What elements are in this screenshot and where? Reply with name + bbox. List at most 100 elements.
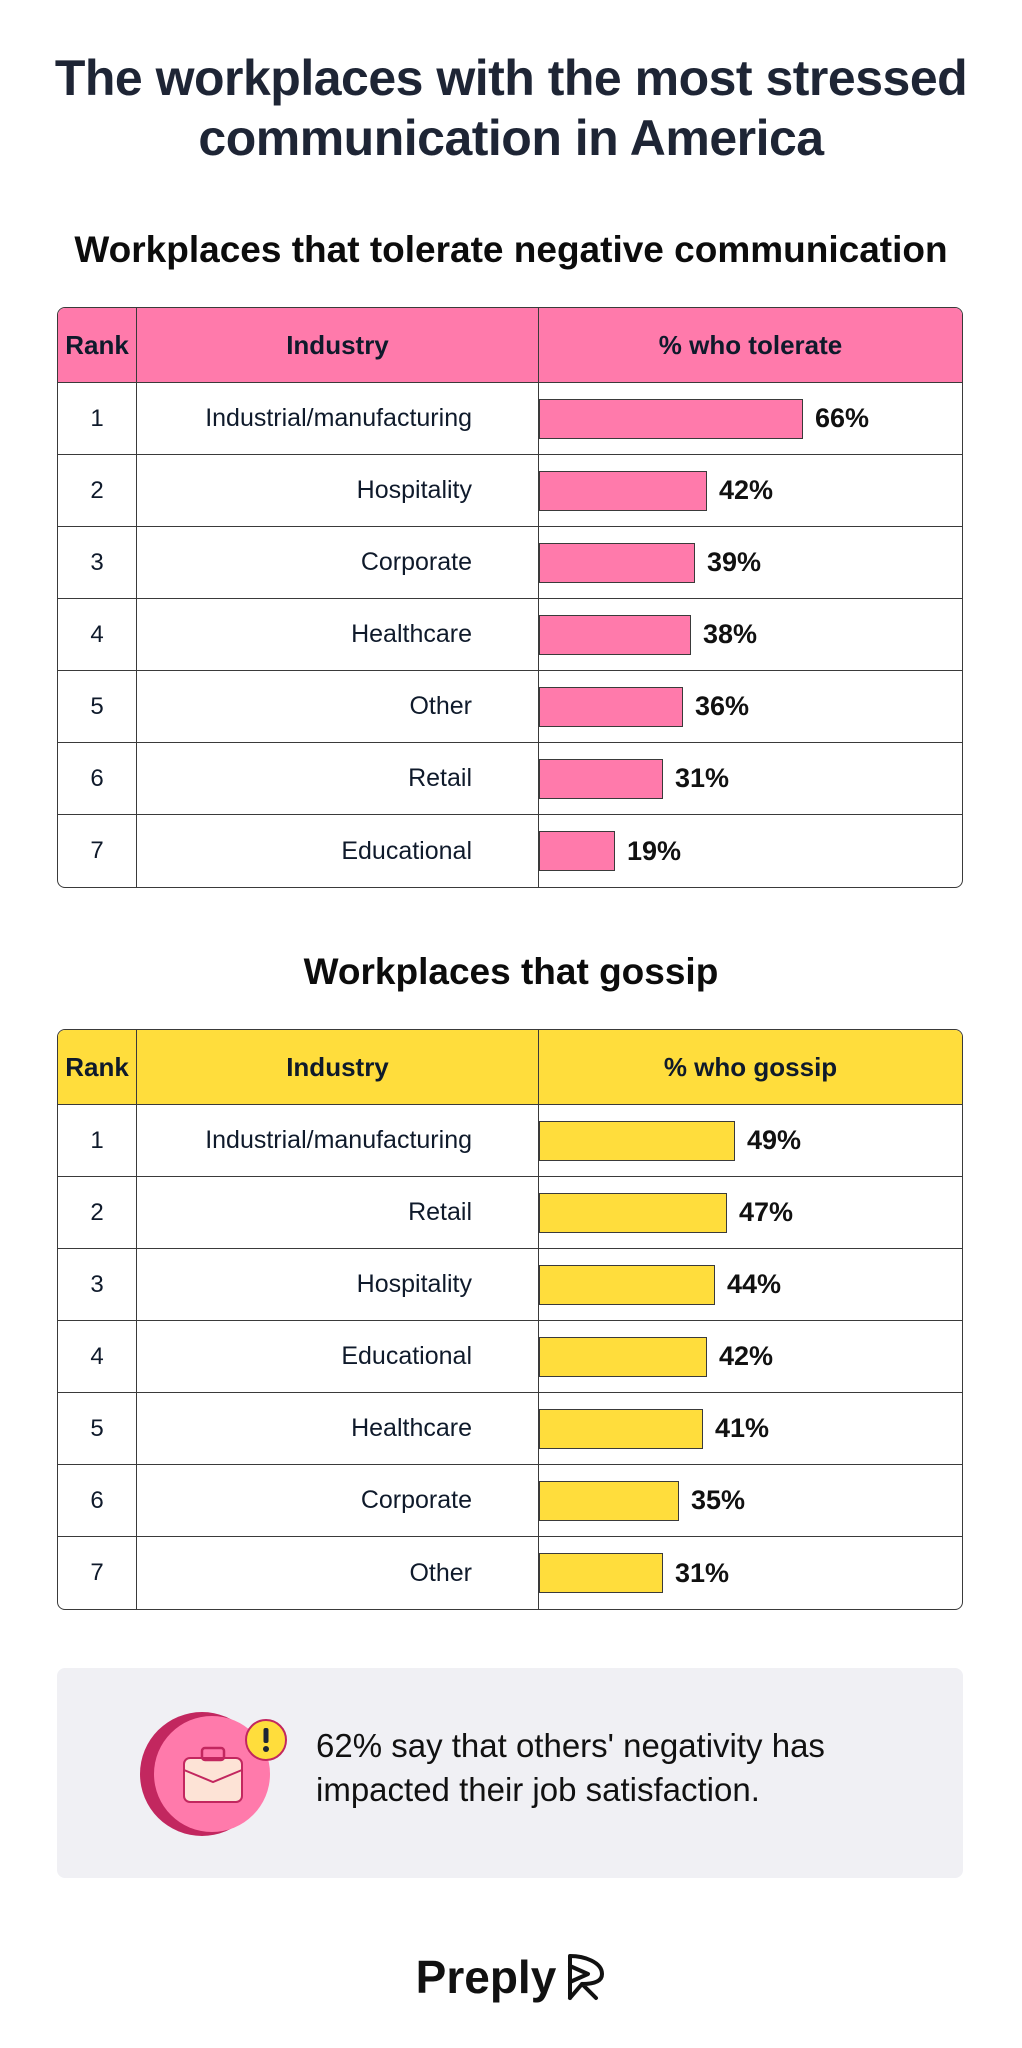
table-row: 5 Healthcare 41% bbox=[58, 1393, 962, 1465]
industry-cell: Industrial/manufacturing bbox=[137, 1105, 539, 1176]
bar-value-label: 41% bbox=[715, 1413, 770, 1443]
bar-cell: 19% bbox=[539, 815, 962, 887]
table-row: 6 Retail 31% bbox=[58, 743, 962, 815]
bar-cell: 35% bbox=[539, 1465, 962, 1536]
industry-cell: Hospitality bbox=[137, 1249, 539, 1320]
table-row: 1 Industrial/manufacturing 66% bbox=[58, 383, 962, 455]
bar-value-label: 31% bbox=[675, 1557, 730, 1588]
rank-cell: 7 bbox=[58, 815, 137, 887]
bar-cell: 42% bbox=[539, 1321, 962, 1392]
bar-cell: 42% bbox=[539, 455, 962, 526]
table-row: 7 Educational 19% bbox=[58, 815, 962, 887]
bar bbox=[539, 1480, 679, 1521]
industry-cell: Retail bbox=[137, 1177, 539, 1248]
rank-cell: 1 bbox=[58, 1105, 137, 1176]
industry-cell: Hospitality bbox=[137, 455, 539, 526]
industry-cell: Other bbox=[137, 671, 539, 742]
bar bbox=[539, 1192, 727, 1233]
bar-cell: 36% bbox=[539, 671, 962, 742]
rank-cell: 3 bbox=[58, 1249, 137, 1320]
table-row: 6 Corporate 35% bbox=[58, 1465, 962, 1537]
bar-cell: 41% bbox=[539, 1393, 962, 1464]
table-header: Rank Industry % who tolerate bbox=[58, 308, 962, 383]
industry-cell: Other bbox=[137, 1537, 539, 1609]
bar bbox=[539, 542, 695, 583]
bar bbox=[539, 1553, 663, 1593]
bar bbox=[539, 614, 691, 655]
rank-cell: 2 bbox=[58, 1177, 137, 1248]
bar-value-label: 42% bbox=[719, 1341, 774, 1371]
bar bbox=[539, 470, 707, 511]
bar-value-label: 35% bbox=[691, 1485, 746, 1515]
title-line-2: communication in America bbox=[198, 110, 824, 166]
logo-text: Preply bbox=[415, 1951, 557, 2003]
table-header: Rank Industry % who gossip bbox=[58, 1030, 962, 1105]
rank-cell: 3 bbox=[58, 527, 137, 598]
table-row: 2 Hospitality 42% bbox=[58, 455, 962, 527]
preply-logo: Preply bbox=[0, 1950, 1022, 2004]
rank-cell: 5 bbox=[58, 1393, 137, 1464]
bar-value-label: 36% bbox=[695, 691, 750, 721]
rank-cell: 7 bbox=[58, 1537, 137, 1609]
bar-value-label: 42% bbox=[719, 475, 774, 505]
gossip-table: Rank Industry % who gossip 1 Industrial/m… bbox=[57, 1029, 963, 1610]
rank-cell: 6 bbox=[58, 743, 137, 814]
table-row: 3 Corporate 39% bbox=[58, 527, 962, 599]
bar bbox=[539, 1264, 715, 1305]
bar-value-label: 19% bbox=[627, 835, 682, 866]
bar-cell: 31% bbox=[539, 743, 962, 814]
header-rank: Rank bbox=[58, 1030, 137, 1104]
industry-cell: Educational bbox=[137, 815, 539, 887]
table-row: 4 Educational 42% bbox=[58, 1321, 962, 1393]
callout-line-2: impacted their job satisfaction. bbox=[316, 1771, 760, 1808]
bar-cell: 31% bbox=[539, 1537, 962, 1609]
bar-cell: 39% bbox=[539, 527, 962, 598]
industry-cell: Corporate bbox=[137, 527, 539, 598]
table-row: 3 Hospitality 44% bbox=[58, 1249, 962, 1321]
bar-value-label: 44% bbox=[727, 1269, 782, 1299]
callout-text: 62% say that others' negativity has impa… bbox=[316, 1724, 916, 1812]
header-industry: Industry bbox=[137, 308, 539, 382]
gossip-section-title: Workplaces that gossip bbox=[303, 951, 719, 992]
rank-cell: 1 bbox=[58, 383, 137, 454]
table-row: 5 Other 36% bbox=[58, 671, 962, 743]
bar-cell: 49% bbox=[539, 1105, 962, 1176]
bar-cell: 44% bbox=[539, 1249, 962, 1320]
tolerate-table: Rank Industry % who tolerate 1 Industrial… bbox=[57, 307, 963, 888]
header-value: % who gossip bbox=[663, 1051, 838, 1082]
rank-cell: 6 bbox=[58, 1465, 137, 1536]
title-line-1: The workplaces with the most stressed bbox=[54, 50, 968, 106]
bar bbox=[539, 686, 683, 727]
industry-cell: Retail bbox=[137, 743, 539, 814]
rank-cell: 2 bbox=[58, 455, 137, 526]
table-row: 1 Industrial/manufacturing 49% bbox=[58, 1105, 962, 1177]
bar-value-label: 38% bbox=[703, 619, 758, 649]
table-row: 7 Other 31% bbox=[58, 1537, 962, 1609]
industry-cell: Corporate bbox=[137, 1465, 539, 1536]
bar-cell: 47% bbox=[539, 1177, 962, 1248]
header-rank: Rank bbox=[58, 308, 137, 382]
bar bbox=[539, 758, 663, 799]
bar bbox=[539, 398, 803, 439]
bar bbox=[539, 1408, 703, 1449]
preply-logo-icon bbox=[568, 1954, 605, 2000]
industry-cell: Educational bbox=[137, 1321, 539, 1392]
table-row: 4 Healthcare 38% bbox=[58, 599, 962, 671]
callout-line-1: 62% say that others' negativity has bbox=[316, 1727, 825, 1764]
industry-cell: Healthcare bbox=[137, 599, 539, 670]
bar-value-label: 39% bbox=[707, 547, 762, 577]
tolerate-section-title: Workplaces that tolerate negative commun… bbox=[74, 229, 948, 270]
rank-cell: 5 bbox=[58, 671, 137, 742]
bar bbox=[539, 1120, 735, 1161]
bar bbox=[539, 1336, 707, 1377]
table-row: 2 Retail 47% bbox=[58, 1177, 962, 1249]
briefcase-alert-icon bbox=[140, 1712, 287, 1836]
bar-value-label: 31% bbox=[675, 763, 730, 793]
rank-cell: 4 bbox=[58, 599, 137, 670]
header-value: % who tolerate bbox=[658, 329, 843, 360]
bar-cell: 66% bbox=[539, 383, 962, 454]
industry-cell: Industrial/manufacturing bbox=[137, 383, 539, 454]
bar-value-label: 47% bbox=[739, 1197, 794, 1227]
bar-value-label: 66% bbox=[815, 403, 870, 433]
page-title: The workplaces with the most stressed co… bbox=[0, 48, 1022, 168]
